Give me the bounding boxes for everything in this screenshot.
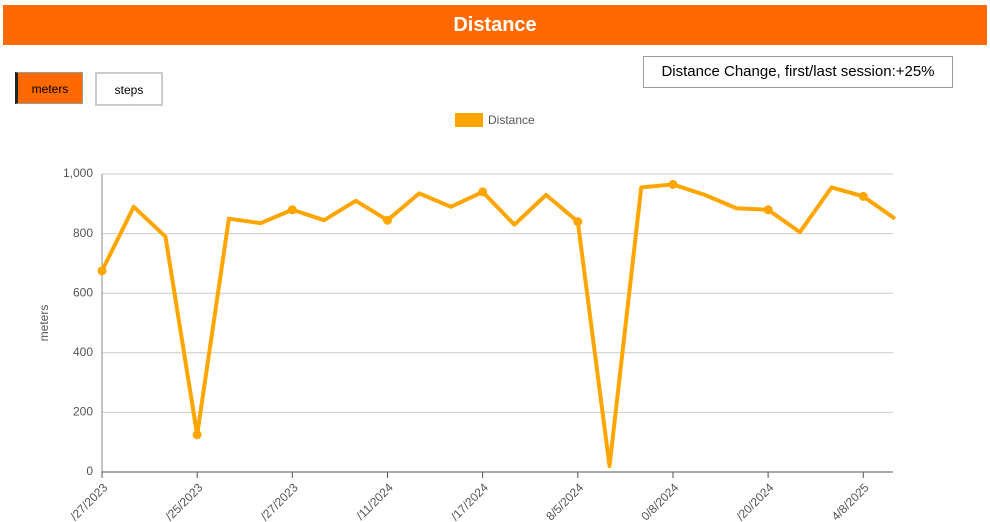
unit-button[interactable]: steps [95, 72, 163, 106]
y-tick-label: 1,000 [63, 166, 93, 180]
x-tick-label: /27/2023 [67, 480, 110, 522]
x-tick-label: /27/2023 [258, 480, 301, 522]
data-point [858, 191, 868, 201]
x-tick-label: /20/2024 [734, 480, 777, 522]
y-tick-label: 400 [73, 345, 93, 359]
x-tick-label: /11/2024 [354, 480, 397, 522]
data-point [97, 266, 107, 276]
y-tick-label: 600 [73, 285, 93, 299]
header-title: Distance [3, 5, 987, 45]
data-point [287, 205, 297, 215]
data-point [192, 430, 202, 440]
y-tick-label: 800 [73, 226, 93, 240]
unit-button[interactable]: meters [15, 72, 83, 104]
y-tick-label: 0 [86, 464, 93, 478]
x-tick-label: /17/2024 [448, 480, 491, 522]
data-point [573, 217, 583, 227]
data-point [382, 215, 392, 225]
legend-label: Distance [488, 113, 535, 127]
legend-swatch [455, 113, 483, 127]
data-point [763, 205, 773, 215]
data-point [478, 187, 488, 197]
data-line [100, 182, 897, 469]
x-tick-label: 0/8/2024 [638, 480, 681, 522]
data-point [668, 179, 678, 189]
x-tick-label: 8/5/2024 [543, 480, 586, 522]
x-tick-label: 4/8/2025 [829, 480, 872, 522]
x-tick-label: /25/2023 [163, 480, 206, 522]
y-tick-label: 200 [73, 405, 93, 419]
y-axis-label: meters [37, 305, 51, 342]
info-box: Distance Change, first/last session:+25% [643, 56, 953, 88]
